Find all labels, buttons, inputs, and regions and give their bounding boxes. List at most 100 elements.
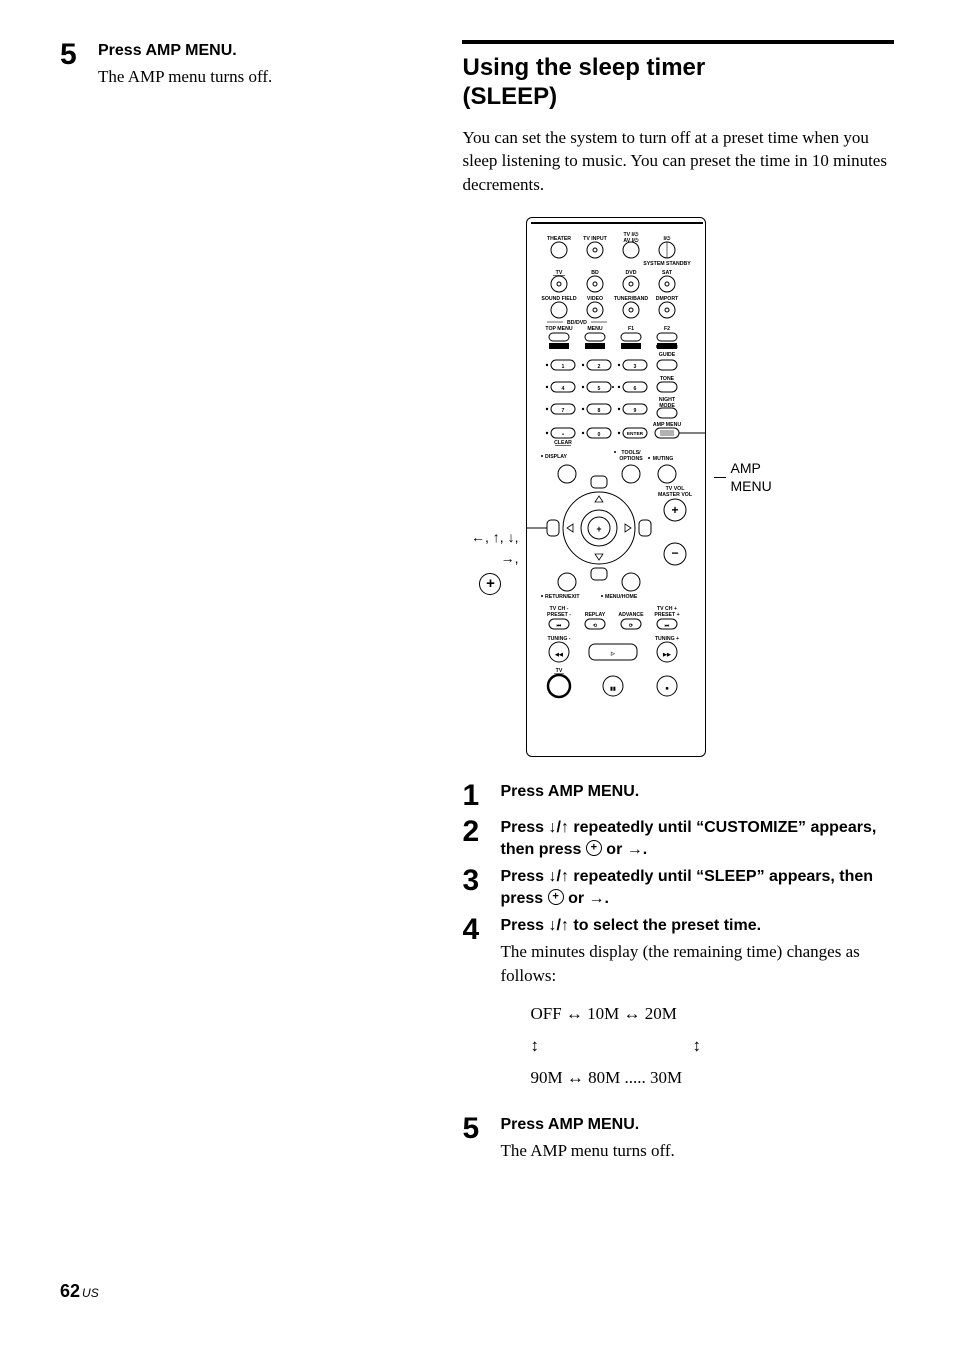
remote-callout-right: AMP MENU (730, 459, 786, 495)
right-column: Using the sleep timer (SLEEP) You can se… (462, 40, 894, 1169)
section-title-line2: (SLEEP) (462, 83, 557, 110)
remote-callout-left: ←, ↑, ↓, →, (462, 527, 518, 569)
svg-text:I/⏻: I/⏻ (664, 235, 672, 242)
svg-text:REPLAY: REPLAY (585, 612, 606, 618)
right-step1: 1 Press AMP MENU. (462, 781, 894, 811)
right-step3: 3 Press ↓/↑ repeatedly until “SLEEP” app… (462, 866, 894, 909)
svg-text:ENTER: ENTER (627, 431, 644, 437)
svg-text:TV I/⏻: TV I/⏻ (624, 231, 640, 238)
svg-text:MASTER VOL: MASTER VOL (658, 492, 693, 498)
svg-text:TONE: TONE (660, 376, 675, 382)
svg-text:DISPLAY: DISPLAY (545, 454, 568, 460)
svg-text:CLEAR: CLEAR (555, 440, 573, 446)
step-number: 1 (462, 781, 490, 811)
section-title: Using the sleep timer (SLEEP) (462, 54, 894, 112)
step-instruction: Press ↓/↑ repeatedly until “SLEEP” appea… (500, 866, 894, 909)
right-step5: 5 Press AMP MENU. The AMP menu turns off… (462, 1114, 894, 1162)
svg-text:MENU: MENU (588, 326, 604, 332)
page-number-value: 62 (60, 1281, 80, 1301)
svg-text:WIDE: WIDE (626, 344, 638, 349)
flow-line2: 90M ↔ 80M ..... 30M (530, 1062, 894, 1094)
svg-text:7: 7 (562, 408, 565, 414)
svg-text:MUTING: MUTING (653, 456, 673, 462)
svg-text:FAVORITE: FAVORITE (656, 344, 678, 349)
flow-arrow-right: ↕ (692, 1030, 701, 1062)
left-step5: 5 Press AMP MENU. The AMP menu turns off… (60, 40, 442, 88)
svg-text:PRESET +: PRESET + (655, 612, 680, 618)
svg-text:PRESET -: PRESET - (548, 612, 572, 618)
svg-text:◀◀: ◀◀ (554, 652, 563, 658)
page-locale: US (82, 1286, 99, 1300)
svg-text:AV I/⏻: AV I/⏻ (624, 237, 640, 244)
svg-text:TV: TV (556, 270, 563, 276)
step-description: The minutes display (the remaining time)… (500, 940, 894, 988)
flow-line1: OFF ↔ 10M ↔ 20M (530, 998, 894, 1030)
svg-text:THEATER: THEATER (547, 236, 571, 242)
step2-text-a: Press ↓/↑ repeatedly until “CUSTOMIZE” a… (500, 819, 876, 858)
svg-text:AMP MENU: AMP MENU (653, 422, 681, 428)
svg-text:VIDEO: VIDEO (587, 296, 603, 302)
step-instruction: Press AMP MENU. (98, 40, 442, 62)
step-number: 3 (462, 866, 490, 896)
step-number: 4 (462, 915, 490, 945)
remote-label-right-wrap: AMP MENU (714, 217, 786, 757)
center-button-icon (479, 573, 501, 595)
section-rule (462, 40, 894, 44)
remote-diagram: ←, ↑, ↓, →, .t{font-family:Arial,Helveti… (462, 217, 894, 757)
step-number: 5 (462, 1114, 490, 1144)
svg-text:TUNING -: TUNING - (548, 636, 571, 642)
svg-text:8: 8 (598, 408, 601, 414)
step-instruction: Press ↓/↑ to select the preset time. (500, 915, 894, 937)
svg-text:6: 6 (634, 386, 637, 392)
step-description: The AMP menu turns off. (98, 65, 442, 89)
svg-text:⏮: ⏮ (557, 623, 562, 629)
step-description: The AMP menu turns off. (500, 1139, 894, 1163)
section-title-line1: Using the sleep timer (462, 54, 705, 81)
svg-text:DMPORT: DMPORT (656, 296, 679, 302)
svg-text:⟳: ⟳ (629, 623, 634, 629)
svg-text:TUNER/BAND: TUNER/BAND (614, 296, 649, 302)
svg-text:TOP MENU: TOP MENU (546, 326, 573, 332)
svg-text:2: 2 (598, 364, 601, 370)
svg-text:⟲: ⟲ (593, 623, 598, 629)
svg-text:RETURN/EXIT: RETURN/EXIT (545, 594, 580, 600)
svg-text:SYSTEM STANDBY: SYSTEM STANDBY (644, 261, 692, 267)
time-flow-diagram: OFF ↔ 10M ↔ 20M ↕ ↕ 90M ↔ 80M ..... 30M (530, 998, 894, 1095)
remote-control: .t{font-family:Arial,Helvetica,sans-seri… (526, 217, 706, 757)
center-button-icon (548, 889, 564, 905)
svg-text:TV INPUT: TV INPUT (584, 236, 608, 242)
step-instruction: Press ↓/↑ repeatedly until “CUSTOMIZE” a… (500, 817, 894, 860)
svg-text:▮▮: ▮▮ (611, 686, 617, 692)
center-button-icon (586, 840, 602, 856)
svg-text:+: + (672, 503, 679, 517)
step3-text-b: or →. (564, 890, 609, 907)
page-number: 62US (60, 1281, 99, 1302)
remote-label-left-wrap: ←, ↑, ↓, →, (462, 217, 518, 757)
step-number: 5 (60, 40, 88, 70)
svg-text:■: ■ (666, 686, 669, 692)
left-column: 5 Press AMP MENU. The AMP menu turns off… (60, 40, 442, 1169)
svg-text:5: 5 (598, 386, 601, 392)
step-instruction: Press AMP MENU. (500, 781, 894, 803)
svg-text:3: 3 (634, 364, 637, 370)
svg-text:▶▶: ▶▶ (662, 652, 672, 658)
svg-text:PICTURE: PICTURE (586, 344, 606, 349)
svg-text:JUMP: JUMP (553, 344, 566, 349)
step-number: 2 (462, 817, 490, 847)
section-intro: You can set the system to turn off at a … (462, 126, 894, 197)
svg-text:SOUND FIELD: SOUND FIELD (542, 296, 577, 302)
step-instruction: Press AMP MENU. (500, 1114, 894, 1136)
step2-text-b: or →. (602, 841, 647, 858)
svg-text:MENU/HOME: MENU/HOME (605, 594, 638, 600)
right-step2: 2 Press ↓/↑ repeatedly until “CUSTOMIZE”… (462, 817, 894, 860)
svg-text:−: − (672, 546, 679, 560)
svg-text:1: 1 (562, 364, 565, 370)
page-columns: 5 Press AMP MENU. The AMP menu turns off… (60, 40, 894, 1169)
svg-text:F2: F2 (664, 326, 670, 332)
svg-text:SAT: SAT (662, 270, 673, 276)
step-body: Press AMP MENU. The AMP menu turns off. (98, 40, 442, 88)
svg-text:OPTIONS: OPTIONS (620, 456, 644, 462)
svg-text:ADVANCE: ADVANCE (619, 612, 645, 618)
svg-text:0: 0 (598, 432, 601, 438)
svg-text:GUIDE: GUIDE (659, 352, 676, 358)
